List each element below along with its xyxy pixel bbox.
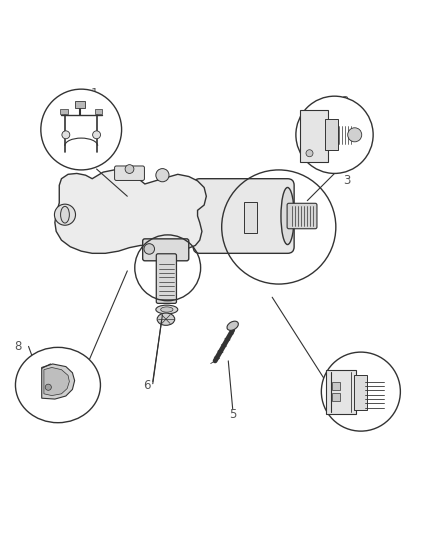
Circle shape <box>347 128 361 142</box>
Circle shape <box>92 131 100 139</box>
Ellipse shape <box>280 188 293 245</box>
Text: 7: 7 <box>55 411 63 424</box>
Circle shape <box>41 89 121 170</box>
FancyBboxPatch shape <box>60 109 67 114</box>
Circle shape <box>305 150 312 157</box>
Circle shape <box>45 384 51 390</box>
Circle shape <box>295 96 372 173</box>
Polygon shape <box>44 367 69 395</box>
Ellipse shape <box>226 321 238 330</box>
Ellipse shape <box>155 305 177 314</box>
Text: 1: 1 <box>90 87 98 101</box>
Circle shape <box>62 131 70 139</box>
Circle shape <box>125 165 134 173</box>
FancyBboxPatch shape <box>95 109 102 114</box>
FancyBboxPatch shape <box>299 110 327 162</box>
FancyBboxPatch shape <box>324 119 337 150</box>
FancyBboxPatch shape <box>156 254 176 303</box>
Text: 6: 6 <box>143 379 151 392</box>
Ellipse shape <box>157 313 174 325</box>
FancyBboxPatch shape <box>142 239 188 261</box>
FancyBboxPatch shape <box>193 179 293 253</box>
FancyBboxPatch shape <box>114 166 144 181</box>
FancyBboxPatch shape <box>325 370 356 415</box>
FancyBboxPatch shape <box>74 101 85 108</box>
FancyBboxPatch shape <box>332 382 339 390</box>
Ellipse shape <box>15 348 100 423</box>
Ellipse shape <box>60 206 69 223</box>
Ellipse shape <box>160 307 173 312</box>
Circle shape <box>155 168 169 182</box>
Text: 2: 2 <box>340 95 348 108</box>
FancyBboxPatch shape <box>353 375 366 410</box>
Circle shape <box>54 204 75 225</box>
FancyBboxPatch shape <box>244 201 256 233</box>
FancyBboxPatch shape <box>286 203 316 229</box>
Text: 5: 5 <box>229 408 236 422</box>
Polygon shape <box>55 170 206 253</box>
Text: 8: 8 <box>14 340 21 353</box>
Circle shape <box>321 352 399 431</box>
Text: 4: 4 <box>377 387 385 400</box>
Text: 3: 3 <box>343 174 350 188</box>
Circle shape <box>144 244 154 254</box>
FancyBboxPatch shape <box>332 393 339 401</box>
Polygon shape <box>42 364 74 399</box>
